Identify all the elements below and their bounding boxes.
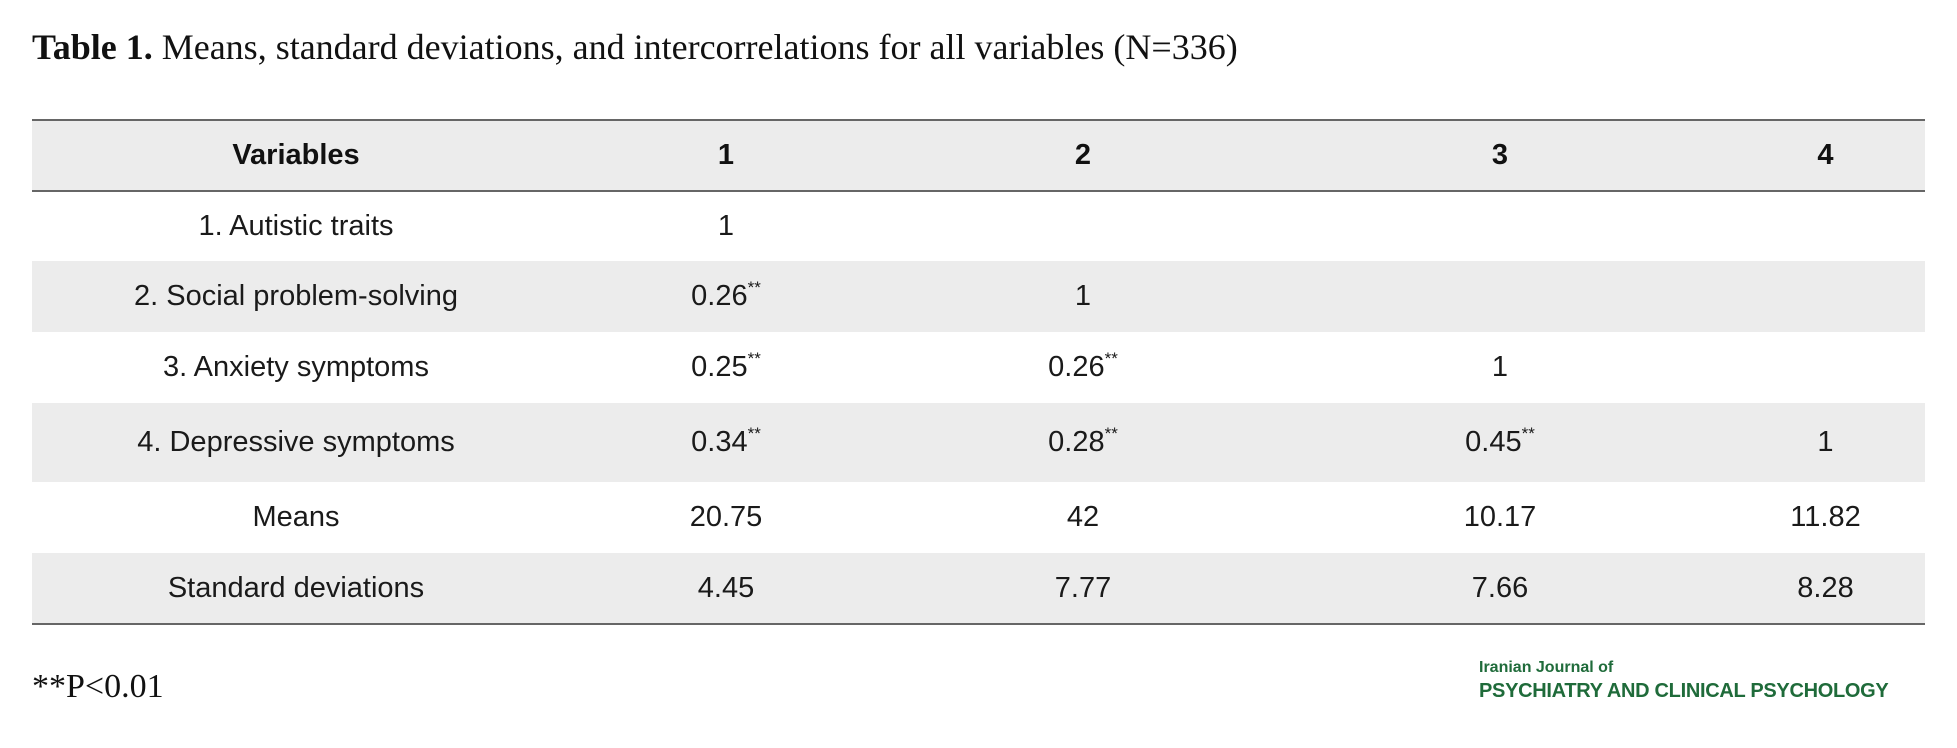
cell-value: 0.25 xyxy=(691,351,748,383)
table-cell: 10.17 xyxy=(1274,482,1726,553)
cell-value: 0.28 xyxy=(1048,426,1105,458)
table-row: 3. Anxiety symptoms 0.25** 0.26** 1 xyxy=(32,332,1925,403)
cell-value: 1 xyxy=(717,210,735,242)
table-row: 4. Depressive symptoms 0.34** 0.28** 0.45**… xyxy=(32,403,1925,482)
table-row: Standard deviations 4.45 7.77 7.66 8.28 xyxy=(32,553,1925,625)
table-cell: 0.45** xyxy=(1274,403,1726,482)
cell-value: 7.66 xyxy=(1471,571,1529,604)
table-cell: 0.25** xyxy=(560,332,892,403)
table-cell xyxy=(1726,261,1925,332)
cell-value: 11.82 xyxy=(1790,501,1861,533)
significance-marker: ** xyxy=(1104,424,1118,443)
table-row: 2. Social problem-solving 0.26** 1 xyxy=(32,261,1925,332)
table-cell xyxy=(892,191,1274,261)
significance-marker: ** xyxy=(1104,349,1118,368)
table-cell xyxy=(1274,191,1726,261)
row-label: Means xyxy=(32,482,560,553)
table-row: Means 20.75 42 10.17 11.82 xyxy=(32,482,1925,553)
row-label: 1. Autistic traits xyxy=(32,191,560,261)
header-col-2: 2 xyxy=(892,119,1274,192)
cell-value: 8.28 xyxy=(1797,571,1854,604)
table-caption: Table 1. Means, standard deviations, and… xyxy=(32,26,1238,68)
significance-footnote: **P<0.01 xyxy=(32,668,164,705)
table-cell: 1 xyxy=(1274,332,1726,403)
cell-value: 10.17 xyxy=(1463,501,1537,533)
table-cell: 11.82 xyxy=(1726,482,1925,553)
journal-logo-line1: Iranian Journal of xyxy=(1479,659,1614,676)
cell-value: 0.26 xyxy=(691,280,748,312)
significance-marker: ** xyxy=(1521,424,1535,443)
cell-value: 0.26 xyxy=(1048,351,1105,383)
row-label: 4. Depressive symptoms xyxy=(32,403,560,482)
cell-value: 1 xyxy=(1491,351,1509,383)
table-row: 1. Autistic traits 1 xyxy=(32,191,1925,261)
cell-value: 1 xyxy=(1074,280,1092,312)
row-label: Standard deviations xyxy=(32,553,560,625)
table-cell: 20.75 xyxy=(560,482,892,553)
table-cell xyxy=(1274,261,1726,332)
table-cell: 0.34** xyxy=(560,403,892,482)
row-label-text: Standard deviations xyxy=(167,571,425,604)
table-cell xyxy=(1726,332,1925,403)
cell-value: 1 xyxy=(1817,426,1834,458)
row-label-text: 1. Autistic traits xyxy=(198,210,394,242)
cell-value: 0.45 xyxy=(1465,426,1522,458)
cell-value: 7.77 xyxy=(1054,571,1112,604)
table-cell: 4.45 xyxy=(560,553,892,625)
table-caption-text: Means, standard deviations, and intercor… xyxy=(161,27,1238,67)
row-label: 2. Social problem-solving xyxy=(32,261,560,332)
table-cell: 1 xyxy=(892,261,1274,332)
correlation-table: Variables 1 2 3 4 1. Autistic traits 1 2. … xyxy=(32,119,1925,625)
cell-value: 42 xyxy=(1066,501,1100,533)
cell-value: 20.75 xyxy=(689,501,763,533)
header-col-3: 3 xyxy=(1274,119,1726,192)
table-cell: 7.66 xyxy=(1274,553,1726,625)
row-label-text: 4. Depressive symptoms xyxy=(137,426,455,458)
journal-logo-line2: PSYCHIATRY AND CLINICAL PSYCHOLOGY xyxy=(1479,680,1889,702)
row-label-text: Means xyxy=(252,501,340,533)
header-variables: Variables xyxy=(32,119,560,192)
table-cell: 1 xyxy=(1726,403,1925,482)
table-cell: 7.77 xyxy=(892,553,1274,625)
table-cell: 8.28 xyxy=(1726,553,1925,625)
table-cell xyxy=(1726,191,1925,261)
row-label: 3. Anxiety symptoms xyxy=(32,332,560,403)
table-cell: 0.28** xyxy=(892,403,1274,482)
row-label-text: 2. Social problem-solving xyxy=(134,280,458,312)
table-cell: 42 xyxy=(892,482,1274,553)
significance-marker: ** xyxy=(747,278,761,297)
header-col-1: 1 xyxy=(560,119,892,192)
cell-value: 0.34 xyxy=(691,426,748,458)
table-cell: 0.26** xyxy=(560,261,892,332)
cell-value: 4.45 xyxy=(697,571,755,604)
row-label-text: 3. Anxiety symptoms xyxy=(163,351,429,383)
table-cell: 0.26** xyxy=(892,332,1274,403)
significance-marker: ** xyxy=(747,424,761,443)
header-col-4: 4 xyxy=(1726,119,1925,192)
journal-logo: Iranian Journal of PSYCHIATRY AND CLINIC… xyxy=(1479,658,1889,704)
table-caption-label: Table 1. xyxy=(32,27,153,67)
table-header-row: Variables 1 2 3 4 xyxy=(32,119,1925,192)
significance-marker: ** xyxy=(747,349,761,368)
table-cell: 1 xyxy=(560,191,892,261)
